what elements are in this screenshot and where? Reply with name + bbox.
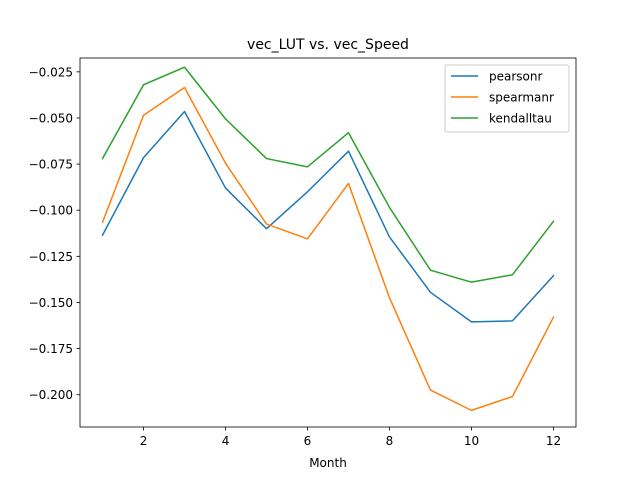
x-tick-label: 8 bbox=[386, 434, 394, 448]
y-tick-label: −0.125 bbox=[29, 250, 73, 264]
y-tick-label: −0.025 bbox=[29, 65, 73, 79]
legend-box bbox=[444, 64, 570, 133]
y-tick-label: −0.175 bbox=[29, 342, 73, 356]
chart-title: vec_LUT vs. vec_Speed bbox=[247, 37, 409, 53]
plot-frame bbox=[79, 57, 577, 428]
y-tick-label: −0.050 bbox=[29, 111, 73, 125]
legend: pearsonr spearmanr kendalltau bbox=[444, 64, 570, 133]
y-tick-label: −0.100 bbox=[29, 204, 73, 218]
x-tick-label: 12 bbox=[546, 434, 561, 448]
x-tick-label: 4 bbox=[222, 434, 230, 448]
legend-label-spearmanr: spearmanr bbox=[489, 91, 554, 105]
x-axis-label: Month bbox=[309, 456, 347, 470]
legend-label-kendalltau: kendalltau bbox=[489, 112, 552, 126]
series-line-spearmanr bbox=[101, 86, 555, 412]
x-tick-label: 10 bbox=[464, 434, 479, 448]
y-tick-label: −0.075 bbox=[29, 158, 73, 172]
series-line-kendalltau bbox=[101, 66, 555, 283]
x-tick-label: 2 bbox=[140, 434, 148, 448]
axes-layer: 2 4 6 8 10 12 −0.200 −0.175 −0.150 −0.125 −0.100 −0… bbox=[29, 57, 577, 448]
series-layer bbox=[101, 66, 555, 412]
y-tick-label: −0.200 bbox=[29, 388, 73, 402]
series-line-pearsonr bbox=[101, 110, 555, 323]
y-tick-label: −0.150 bbox=[29, 296, 73, 310]
x-tick-label: 6 bbox=[304, 434, 312, 448]
legend-label-pearsonr: pearsonr bbox=[489, 70, 542, 84]
